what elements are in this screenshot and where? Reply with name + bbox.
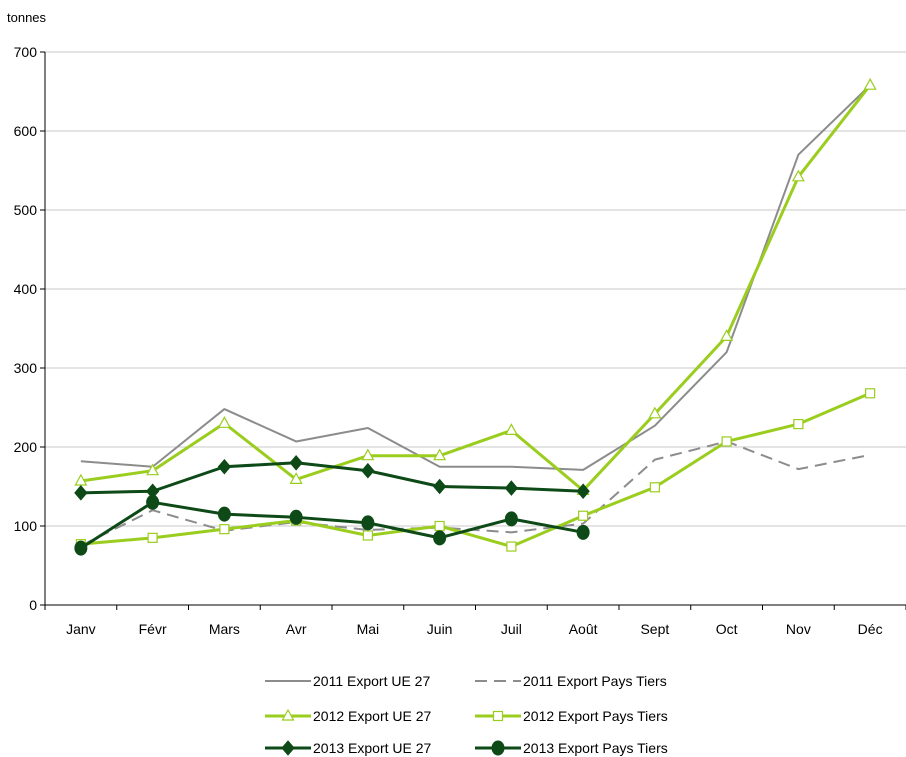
legend-label: 2013 Export Pays Tiers (523, 740, 668, 756)
legend-label: 2013 Export UE 27 (313, 740, 432, 756)
legend-marker (281, 708, 295, 721)
series-line (80, 440, 871, 547)
legend: 2011 Export UE 27 2011 Export Pays Tiers 2… (265, 673, 668, 756)
y-axis-unit-label: tonnes (7, 10, 47, 25)
data-point (791, 169, 805, 182)
y-tick-label: 700 (14, 44, 38, 60)
series-line (80, 391, 871, 549)
data-point (504, 480, 519, 496)
x-tick-label: Mai (357, 621, 380, 637)
axes (44, 52, 906, 606)
data-point (720, 329, 734, 341)
y-axis-ticks: 0 100 200 300 400 500 600 700 (14, 44, 45, 613)
data-point (648, 406, 662, 419)
x-tick-label: Nov (786, 621, 811, 637)
data-point (649, 482, 660, 493)
series-line (80, 84, 871, 471)
legend-label: 2011 Export UE 27 (313, 673, 430, 689)
data-point (146, 494, 160, 510)
y-tick-label: 500 (14, 202, 38, 218)
series-line (80, 461, 584, 495)
data-point (74, 540, 88, 556)
data-point (289, 472, 303, 484)
data-point (433, 530, 447, 546)
legend-label: 2011 Export Pays Tiers (523, 673, 667, 689)
x-tick-label: Mars (209, 621, 240, 637)
data-point (433, 448, 447, 461)
data-point (361, 515, 375, 531)
data-point (576, 524, 590, 540)
data-point (506, 541, 517, 552)
data-point (219, 524, 230, 535)
x-tick-label: Févr (139, 621, 167, 637)
data-point (504, 423, 518, 436)
data-point (793, 418, 804, 430)
data-point (361, 462, 375, 479)
legend-item: 2011 Export UE 27 (265, 673, 430, 689)
data-point (504, 511, 518, 527)
x-axis-ticks: Janv Févr Mars Avr Mai Juin Juil Août Sept Oct Nov… (44, 605, 906, 637)
y-tick-label: 400 (14, 281, 38, 297)
legend-marker (491, 740, 505, 756)
data-point (217, 416, 231, 428)
legend-item: 2012 Export UE 27 (265, 708, 432, 724)
legend-item: 2013 Export UE 27 (265, 740, 432, 756)
legend-marker (281, 740, 295, 756)
data-point (217, 506, 231, 522)
series-3 (75, 388, 876, 552)
data-point (576, 483, 590, 500)
series-5 (74, 494, 590, 556)
data-point (146, 463, 160, 476)
data-point (289, 455, 303, 471)
data-point (434, 520, 445, 532)
y-tick-label: 0 (29, 597, 37, 613)
series-line (80, 500, 584, 550)
series-0 (80, 84, 871, 471)
x-tick-label: Déc (858, 621, 883, 637)
legend-marker (492, 710, 504, 722)
data-point (865, 388, 876, 399)
series-4 (74, 455, 590, 501)
data-point (74, 485, 88, 501)
legend-item: 2013 Export Pays Tiers (475, 740, 668, 756)
series-1 (80, 440, 871, 547)
legend-item: 2012 Export Pays Tiers (475, 708, 668, 724)
legend-item: 2011 Export Pays Tiers (475, 673, 667, 689)
x-tick-label: Janv (66, 621, 96, 637)
x-tick-label: Juil (501, 621, 522, 637)
y-tick-label: 600 (14, 123, 38, 139)
data-point (289, 509, 303, 525)
x-tick-label: Oct (716, 621, 738, 637)
data-point (362, 530, 373, 541)
y-tick-label: 100 (14, 518, 38, 534)
data-point (361, 448, 375, 461)
y-tick-label: 200 (14, 439, 38, 455)
x-tick-label: Avr (286, 621, 307, 637)
data-point (863, 77, 877, 90)
data-point (721, 436, 732, 447)
x-tick-label: Juin (427, 621, 453, 637)
x-tick-label: Sept (640, 621, 669, 637)
data-point (578, 510, 589, 521)
data-point (217, 458, 232, 475)
data-point (147, 532, 158, 543)
data-point (74, 473, 88, 486)
y-tick-label: 300 (14, 360, 38, 376)
series-lines (74, 77, 877, 556)
legend-label: 2012 Export Pays Tiers (523, 708, 668, 724)
data-point (432, 478, 447, 495)
x-tick-label: Août (569, 621, 598, 637)
series-line (80, 84, 872, 492)
legend-label: 2012 Export UE 27 (313, 708, 432, 724)
